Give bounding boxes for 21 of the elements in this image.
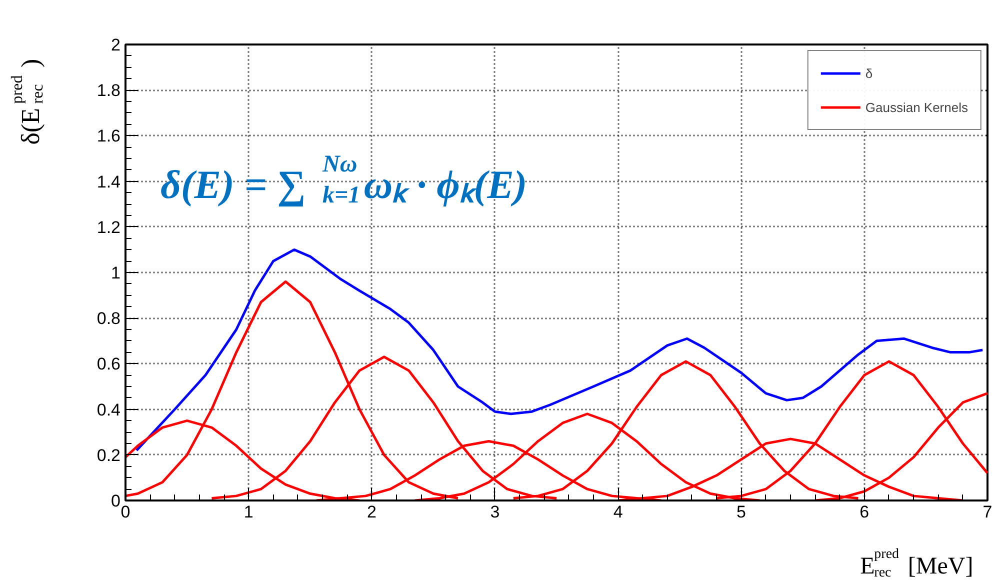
y-tick-label: 1.6 [96, 126, 121, 146]
x-tick-label: 4 [613, 502, 623, 522]
y-tick-label: 2 [111, 36, 121, 54]
y-tick-label: 0.8 [96, 309, 121, 328]
line-series [135, 248, 984, 452]
y-tick-label: 0.2 [96, 446, 121, 465]
x-tick-label: 2 [367, 502, 377, 522]
y-tick-label: 1.4 [96, 172, 121, 192]
y-tick-label: 1 [111, 264, 121, 282]
x-tick-label: 5 [736, 502, 746, 522]
y-tick-label: 1.8 [96, 81, 121, 100]
x-tick-label: 1 [244, 502, 254, 522]
y-tick-label: 1.2 [96, 218, 121, 237]
y-tick-label: 0.6 [96, 354, 121, 374]
x-tick-label: 7 [982, 502, 992, 522]
legend-label: Gaussian Kernels [865, 100, 968, 114]
x-tick-label: 6 [860, 502, 870, 522]
y-axis-title: δ(Epredrec) [9, 58, 46, 145]
x-tick-label: 3 [490, 502, 500, 522]
legend-label: δ [865, 66, 874, 80]
y-tick-label: 0.4 [96, 400, 121, 420]
